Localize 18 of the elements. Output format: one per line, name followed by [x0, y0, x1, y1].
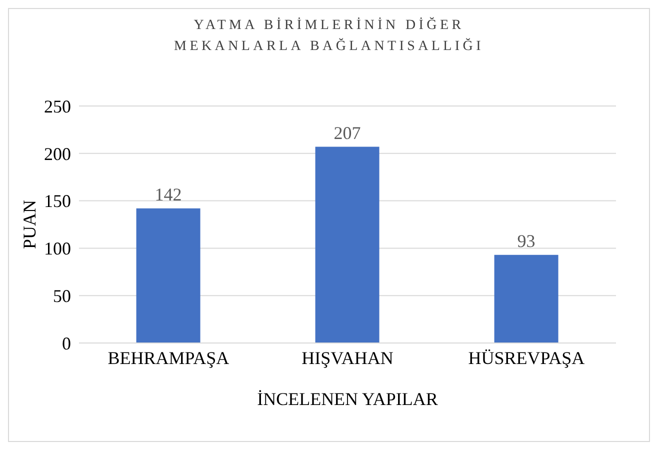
- y-tick-label: 0: [62, 333, 71, 354]
- y-tick-label: 50: [53, 286, 71, 306]
- x-tick-label: HÜSREVPAŞA: [468, 348, 585, 368]
- x-axis-title: İNCELENEN YAPILAR: [257, 389, 438, 409]
- y-tick-label: 250: [44, 96, 71, 116]
- bar: [494, 254, 558, 343]
- y-axis-title: PUAN: [19, 200, 40, 250]
- bar: [315, 146, 380, 343]
- x-tick-label: BEHRAMPAŞA: [108, 348, 230, 368]
- data-label: 93: [517, 230, 536, 251]
- bar: [136, 208, 200, 343]
- y-tick-label: 200: [44, 144, 71, 164]
- chart-title: YATMA BİRİMLERİNİN DİĞER MEKANLARLA BAĞLANTISALLIĞI: [173, 16, 485, 56]
- data-label: 142: [154, 184, 182, 204]
- x-tick-label: HIŞVAHAN: [302, 348, 394, 368]
- data-label: 207: [334, 122, 361, 143]
- y-tick-label: 150: [44, 191, 71, 212]
- y-tick-label: 100: [44, 238, 71, 259]
